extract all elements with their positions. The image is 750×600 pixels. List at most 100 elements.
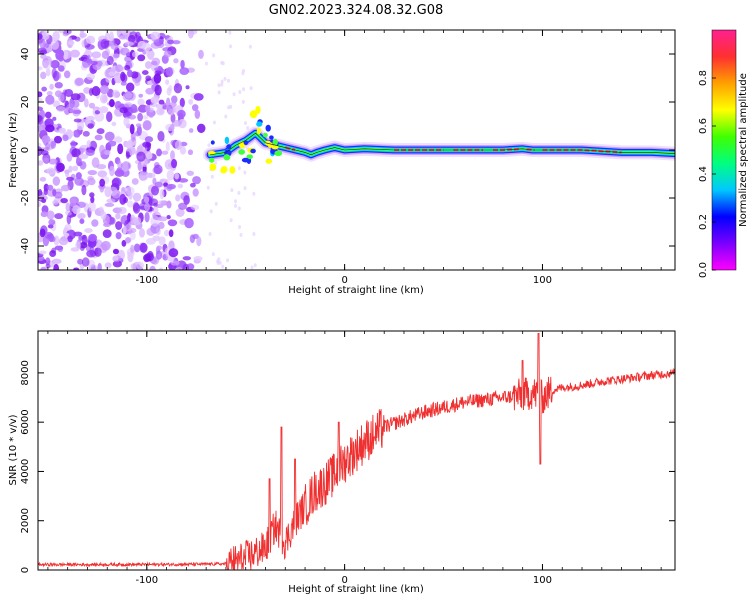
colorbar: 0.0 0.2 0.4 0.6 0.8 Normalized spectral ampl… — [698, 29, 749, 278]
spectrogram-noise-cell — [52, 199, 59, 206]
spectrogram-noise-cell — [144, 202, 151, 212]
spectrogram-noise-cell — [146, 227, 155, 236]
spectrogram-noise-cell — [112, 255, 122, 263]
spectrogram-noise-cell — [137, 112, 143, 122]
spectrogram-noise-cell — [226, 78, 230, 83]
spectrogram-ridge-blob — [223, 154, 231, 161]
spectrogram-noise-cell — [192, 188, 199, 197]
colorbar-tick-label: 0.2 — [698, 214, 709, 230]
spectrogram-ridge-blob — [255, 105, 261, 114]
spectrogram-noise-cell — [156, 204, 164, 209]
spectrogram-noise-cell — [52, 100, 61, 108]
spectrogram-noise-cell — [171, 95, 178, 104]
spectrogram-noise-cell — [221, 264, 225, 269]
spectrogram-noise-cell — [85, 48, 91, 54]
figure-title: GN02.2023.324.08.32.G08 — [269, 3, 444, 18]
colorbar-ticks: 0.0 0.2 0.4 0.6 0.8 — [698, 70, 716, 278]
spectrogram-noise-cell — [136, 151, 146, 162]
spectrogram-noise-cell — [86, 54, 91, 66]
spectrogram-noise-cell — [59, 128, 67, 133]
spectrogram-noise-cell — [238, 90, 242, 95]
spectrogram-noise-cell — [39, 49, 48, 55]
spectrogram-axes: -100 0 100 -40 -20 0 20 40 — [20, 30, 675, 286]
spectrogram-noise-cell — [157, 130, 165, 142]
spectrogram-noise-cell — [156, 148, 162, 157]
spectrogram-noise-cell — [47, 224, 54, 229]
spectrogram-ridge-blob — [269, 135, 274, 140]
spectrogram-noise-cell — [175, 208, 185, 217]
spectrogram-noise-cell — [89, 245, 95, 257]
spectrogram-noise-cell — [72, 109, 82, 114]
spectrogram-noise-cell — [64, 224, 72, 231]
spectrogram-noise-cell — [137, 161, 143, 172]
spectrogram-noise-cell — [133, 243, 141, 253]
spectrogram-noise-cell — [167, 108, 175, 116]
spectrogram-noise-cell — [56, 162, 65, 173]
spectrogram-noise-cell — [155, 226, 161, 236]
spectrogram-noise-cell — [101, 240, 111, 251]
spectrogram-noise-cell — [54, 90, 62, 98]
spectrogram-noise-cell — [113, 136, 123, 143]
spectrogram-noise-cell — [214, 160, 218, 165]
spectrogram-noise-cell — [171, 40, 181, 45]
spectrogram-noise-cell — [125, 141, 133, 149]
spectrogram-noise-cell — [143, 196, 150, 204]
spectrogram-noise-cell — [46, 167, 56, 175]
spectrogram-noise-cell — [49, 250, 57, 258]
spectrogram-noise-cell — [115, 232, 122, 240]
spectrogram-noise-cell — [248, 44, 252, 49]
spectrogram-noise-cell — [71, 165, 79, 172]
spectrogram-noise-cell — [70, 93, 81, 101]
spectrogram-noise-cell — [122, 225, 127, 235]
spectrogram-noise-cell — [144, 61, 152, 69]
spectrogram-noise-cell — [120, 186, 126, 197]
spectrogram-noise-cell — [45, 68, 51, 77]
spectrogram-noise-cell — [87, 169, 98, 176]
spectrogram-noise-cell — [105, 76, 112, 83]
spectrogram-noise-cell — [38, 97, 43, 103]
spectrogram-noise-cell — [99, 85, 110, 95]
spectrogram-noise-cell — [135, 261, 145, 270]
spectrogram-noise-cell — [39, 228, 46, 238]
spectrogram-ridge-blob — [250, 148, 256, 154]
spectrogram-noise-cell — [58, 236, 69, 246]
spectrogram-noise-cell — [51, 67, 57, 79]
spectrogram-noise-cell — [180, 59, 185, 69]
spectrogram-noise-cell — [121, 239, 127, 247]
colorbar-label: Normalized spectral amplitude — [738, 73, 749, 227]
spectrogram-noise-cell — [177, 183, 184, 189]
spectrogram-noise-cell — [158, 221, 165, 229]
spectrogram-noise-cell — [67, 235, 73, 243]
snr-xtick-label: -100 — [135, 575, 158, 586]
spectrogram-noise-cell — [150, 31, 161, 40]
spectrogram-ridge-blob — [238, 149, 246, 155]
spectrogram-noise-cell — [221, 61, 225, 66]
spectrogram-noise-cell — [158, 200, 167, 205]
spectrogram-noise-cell — [46, 184, 54, 191]
spectrogram-noise-cell — [170, 113, 176, 123]
spectrogram-noise-cell — [125, 82, 135, 92]
spectrogram-noise-cell — [141, 70, 149, 75]
spectrogram-ridge-blob — [220, 166, 228, 173]
spectrogram-noise-cell — [193, 93, 204, 101]
spectrogram-xlabel: Height of straight line (km) — [288, 285, 424, 296]
spectrogram-noise-cell — [61, 184, 71, 192]
spectrogram-ridge-blob — [209, 157, 215, 163]
spectrogram-noise-cell — [58, 30, 65, 34]
spectrogram-noise-cell — [76, 120, 85, 131]
spectrogram-noise-cell — [217, 90, 221, 95]
spectrogram-ridge-blob — [243, 140, 249, 146]
spectrogram-noise-cell — [161, 150, 169, 155]
spectrogram-noise-cell — [108, 71, 116, 77]
spectrogram-noise-cell — [45, 124, 55, 133]
spectrogram-noise-cell — [44, 111, 52, 119]
spectrogram-noise-cell — [157, 216, 168, 222]
spectrogram-noise-cell — [218, 260, 222, 265]
spectrogram-ridge-blob — [274, 150, 283, 157]
colorbar-tick-label: 0.6 — [698, 118, 709, 134]
spectrogram-noise-cell — [123, 102, 133, 108]
spectrogram-noise-cell — [196, 236, 202, 247]
spectrogram-noise-cell — [66, 103, 76, 113]
spectrogram-noise-cell — [39, 177, 47, 182]
spectrogram-noise-cell — [173, 58, 179, 64]
